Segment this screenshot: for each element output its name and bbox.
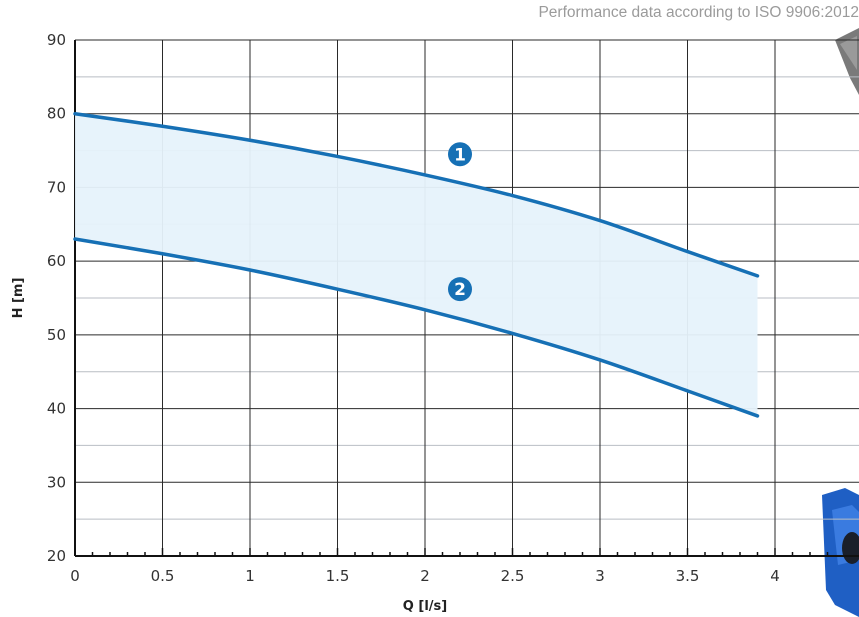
x-tick-label: 1 bbox=[245, 567, 255, 585]
operating-range-band bbox=[75, 113, 758, 416]
curve-marker-badge bbox=[448, 142, 472, 167]
curve-markers: 12 bbox=[448, 142, 472, 302]
tick-labels: 0 0.5 1 1.5 2 2.5 3 3.5 4 20 30 40 50 60 70 80 90 bbox=[47, 31, 780, 585]
y-tick-label: 30 bbox=[47, 473, 66, 491]
curve-marker-badge bbox=[448, 277, 472, 302]
pump-impeller-photo bbox=[835, 28, 859, 95]
y-tick-label: 70 bbox=[47, 178, 66, 196]
x-tick-label: 0 bbox=[70, 567, 80, 585]
series-line-2 bbox=[73, 237, 760, 418]
y-axis-title: H [m] bbox=[11, 278, 26, 319]
y-tick-label: 90 bbox=[47, 31, 66, 49]
series-line-1 bbox=[73, 111, 760, 278]
y-tick-label: 20 bbox=[47, 547, 66, 565]
curve-marker-label: 1 bbox=[454, 145, 466, 165]
curve-marker-label: 2 bbox=[454, 280, 466, 300]
x-tick-label: 2.5 bbox=[501, 567, 525, 585]
x-tick-label: 2 bbox=[420, 567, 430, 585]
pump-body-photo bbox=[822, 488, 859, 617]
iso-performance-note: Performance data according to ISO 9906:2… bbox=[538, 4, 859, 21]
y-tick-label: 40 bbox=[47, 400, 66, 418]
y-tick-label: 80 bbox=[47, 105, 66, 123]
curve-marker-2: 2 bbox=[448, 277, 472, 302]
x-tick-label: 1.5 bbox=[326, 567, 350, 585]
x-tick-label: 0.5 bbox=[151, 567, 175, 585]
x-tick-label: 3 bbox=[595, 567, 605, 585]
x-tick-label: 4 bbox=[770, 567, 780, 585]
curve-marker-1: 1 bbox=[448, 142, 472, 167]
y-tick-label: 60 bbox=[47, 252, 66, 270]
y-tick-label: 50 bbox=[47, 326, 66, 344]
x-tick-label: 3.5 bbox=[676, 567, 700, 585]
series-lines bbox=[73, 111, 760, 418]
x-axis-title: Q [l/s] bbox=[403, 599, 447, 614]
